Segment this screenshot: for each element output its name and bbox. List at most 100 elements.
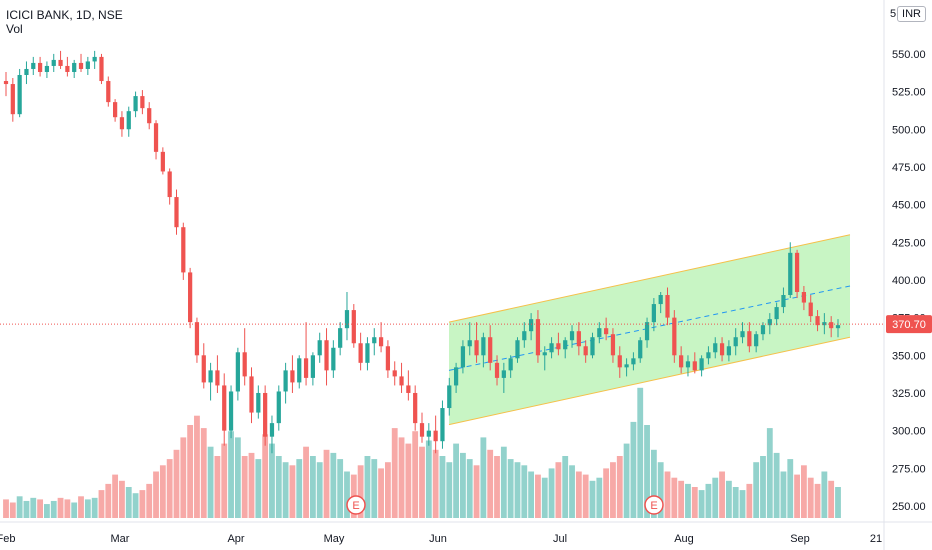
- currency-button[interactable]: INR: [897, 6, 926, 22]
- volume-bar: [787, 459, 794, 518]
- volume-bar: [344, 471, 350, 518]
- volume-bar: [289, 465, 296, 518]
- candle-body: [290, 370, 295, 383]
- x-tick-label: Mar: [111, 533, 130, 545]
- candle-body: [494, 362, 500, 378]
- candle-body: [754, 334, 759, 347]
- candle-body: [256, 392, 261, 413]
- candle-body: [235, 352, 240, 392]
- volume-bar: [446, 462, 453, 518]
- volume-bar: [425, 440, 432, 518]
- volume-bar: [575, 471, 582, 518]
- volume-bar: [37, 499, 44, 518]
- candle-body: [604, 328, 609, 335]
- candle-body: [822, 322, 827, 326]
- volume-bar: [91, 497, 98, 518]
- volume-bar: [753, 462, 760, 518]
- candle-body: [317, 340, 322, 356]
- volume-bar: [794, 474, 800, 518]
- candle-body: [522, 331, 527, 341]
- y-tick-label: 550.00: [892, 49, 926, 61]
- candle-body: [372, 337, 377, 344]
- candle-body: [590, 337, 595, 356]
- candle-body: [228, 391, 234, 431]
- volume-bar: [507, 459, 514, 518]
- candle-body: [222, 385, 227, 431]
- volume-bar: [596, 477, 603, 518]
- volume-bar: [712, 477, 719, 518]
- candle-body: [392, 370, 397, 377]
- candle-body: [194, 322, 200, 356]
- candle-body: [453, 367, 459, 386]
- candle-body: [658, 295, 663, 305]
- candle-body: [447, 385, 452, 409]
- candle-body: [829, 322, 834, 329]
- volume-bar: [234, 437, 241, 518]
- earnings-marker: [644, 495, 664, 515]
- volume-bar: [296, 459, 303, 518]
- y-tick-label: 250.00: [892, 501, 926, 513]
- volume-bar: [521, 465, 528, 518]
- candle-body: [147, 108, 152, 124]
- candle-body: [331, 347, 336, 371]
- candle-body: [808, 302, 813, 317]
- y-tick-label: 300.00: [892, 426, 926, 438]
- volume-bar: [159, 465, 166, 518]
- volume-bar: [323, 449, 330, 518]
- volume-bar: [255, 459, 262, 518]
- volume-bar: [739, 490, 746, 518]
- volume-bar: [487, 449, 494, 518]
- volume-bar: [814, 483, 821, 518]
- candle-body: [794, 252, 800, 293]
- candle-body: [276, 391, 281, 424]
- volume-bar: [466, 459, 473, 518]
- volume-bar: [494, 456, 500, 518]
- candle-body: [679, 355, 684, 368]
- candle-body: [113, 102, 118, 118]
- earnings-marker-label: E: [352, 500, 359, 512]
- volume-bar: [139, 490, 146, 518]
- x-tick-label: Jun: [429, 533, 447, 545]
- candle-body: [399, 376, 404, 386]
- candle-body: [208, 370, 213, 383]
- volume-bar: [548, 468, 555, 518]
- candle-body: [610, 334, 616, 356]
- candle-body: [467, 340, 472, 347]
- volume-bar: [214, 456, 221, 518]
- candle-body: [672, 317, 677, 356]
- candle-body: [85, 61, 90, 69]
- candle-body: [535, 319, 541, 356]
- candle-body: [801, 292, 807, 303]
- symbol-title: ICICI BANK, 1D, NSE: [6, 8, 123, 22]
- x-tick-label: May: [324, 533, 345, 545]
- volume-bar: [23, 500, 30, 518]
- volume-bar: [732, 487, 739, 518]
- candle-body: [406, 385, 411, 393]
- candle-body: [733, 337, 738, 347]
- volume-bar: [685, 483, 691, 518]
- volume-bar: [725, 480, 732, 518]
- volume-bar: [644, 425, 650, 518]
- candle-body: [835, 325, 841, 329]
- candle-body: [747, 331, 752, 347]
- y-tick-label: 275.00: [892, 463, 926, 475]
- y-tick-label: 425.00: [892, 237, 926, 249]
- candle-body: [51, 59, 56, 66]
- candle-body: [269, 423, 275, 437]
- candle-body: [365, 343, 370, 363]
- candle-body: [460, 346, 466, 368]
- volume-bar: [439, 456, 446, 518]
- volume-bar: [835, 487, 841, 518]
- candle-body: [644, 322, 650, 341]
- volume-bar: [166, 459, 173, 518]
- volume-bar: [664, 471, 671, 518]
- volume-bar: [384, 462, 391, 518]
- candle-body: [181, 227, 186, 273]
- volume-bar: [16, 496, 23, 518]
- candle-body: [740, 331, 745, 338]
- candle-body: [624, 364, 629, 368]
- candle-body: [440, 408, 445, 442]
- candle-body: [419, 423, 425, 437]
- candle-body: [44, 65, 50, 72]
